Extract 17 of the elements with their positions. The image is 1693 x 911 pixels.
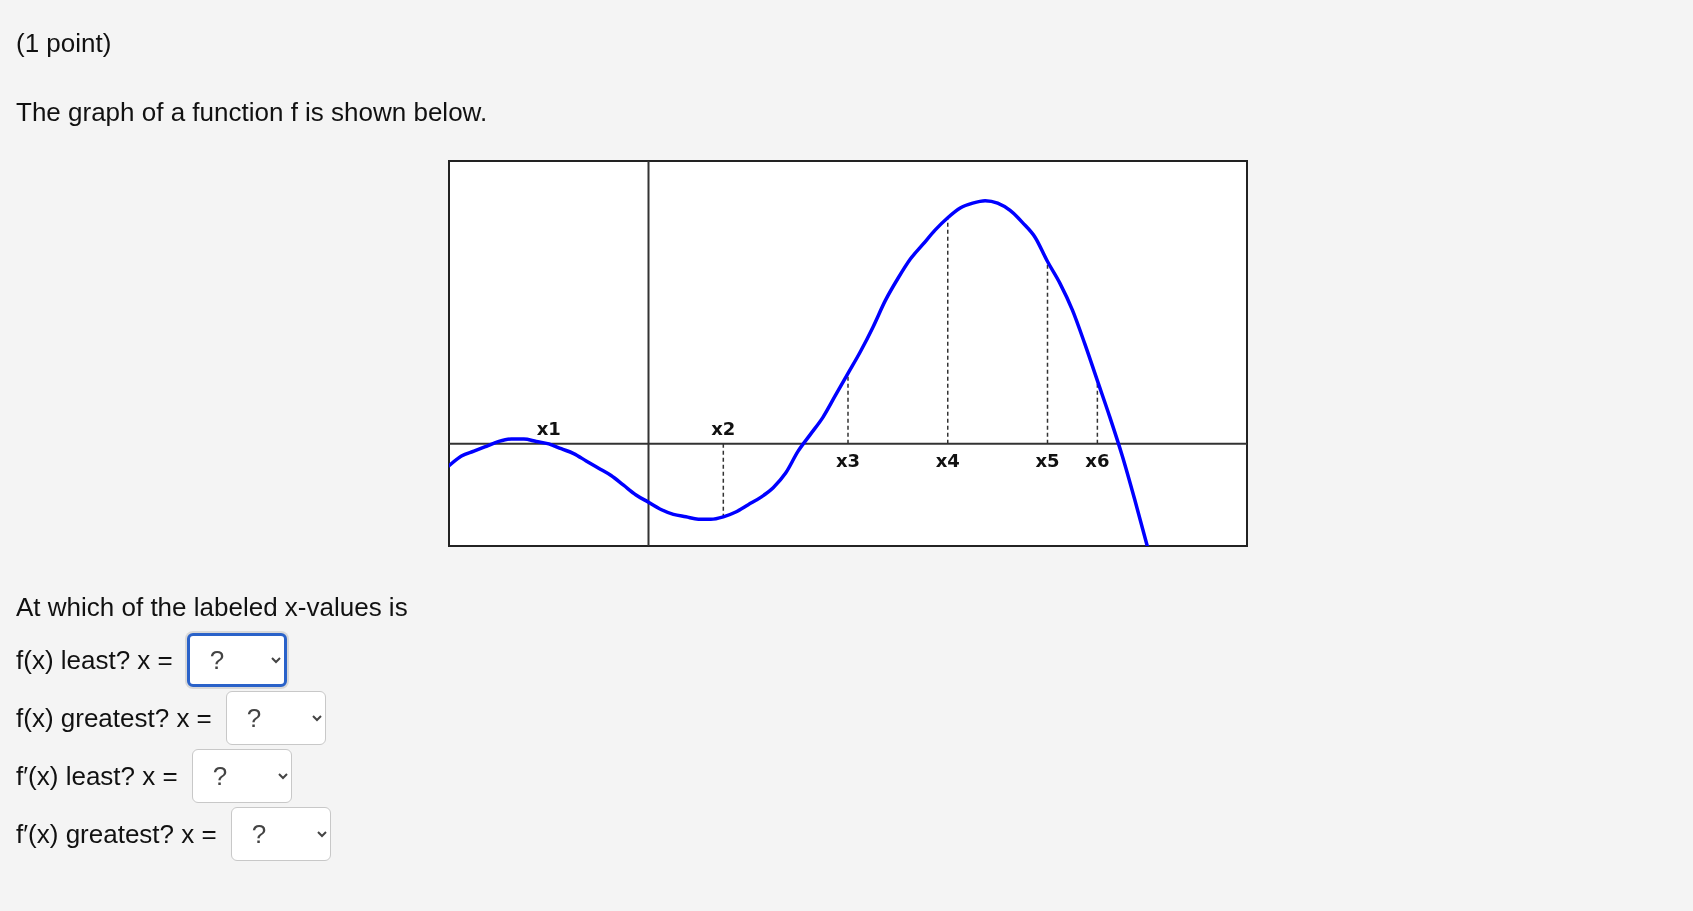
x-tick-label: x2 bbox=[711, 417, 736, 439]
text: f′(x) greatest? x = bbox=[16, 819, 217, 849]
text: f(x) least? x = bbox=[16, 645, 173, 675]
text: f(x) greatest? x = bbox=[16, 703, 212, 733]
x-tick-label: x5 bbox=[1035, 449, 1060, 471]
dropdown: ? bbox=[186, 633, 287, 687]
dropdown: ? bbox=[230, 807, 331, 861]
dropdown: ? bbox=[191, 749, 292, 803]
x-tick-label: x1 bbox=[536, 417, 561, 439]
text: f′(x) least? x = bbox=[16, 761, 178, 791]
chart-subtitle: The graph of a function f is shown below. bbox=[16, 97, 488, 127]
text: (1 point) bbox=[16, 28, 112, 58]
x-tick-label: x6 bbox=[1085, 449, 1110, 471]
text: At which of the labeled x-values is bbox=[16, 592, 408, 622]
x-tick-label: x4 bbox=[935, 449, 960, 471]
x-tick-label: x3 bbox=[835, 449, 861, 471]
dropdown: ? bbox=[225, 691, 326, 745]
